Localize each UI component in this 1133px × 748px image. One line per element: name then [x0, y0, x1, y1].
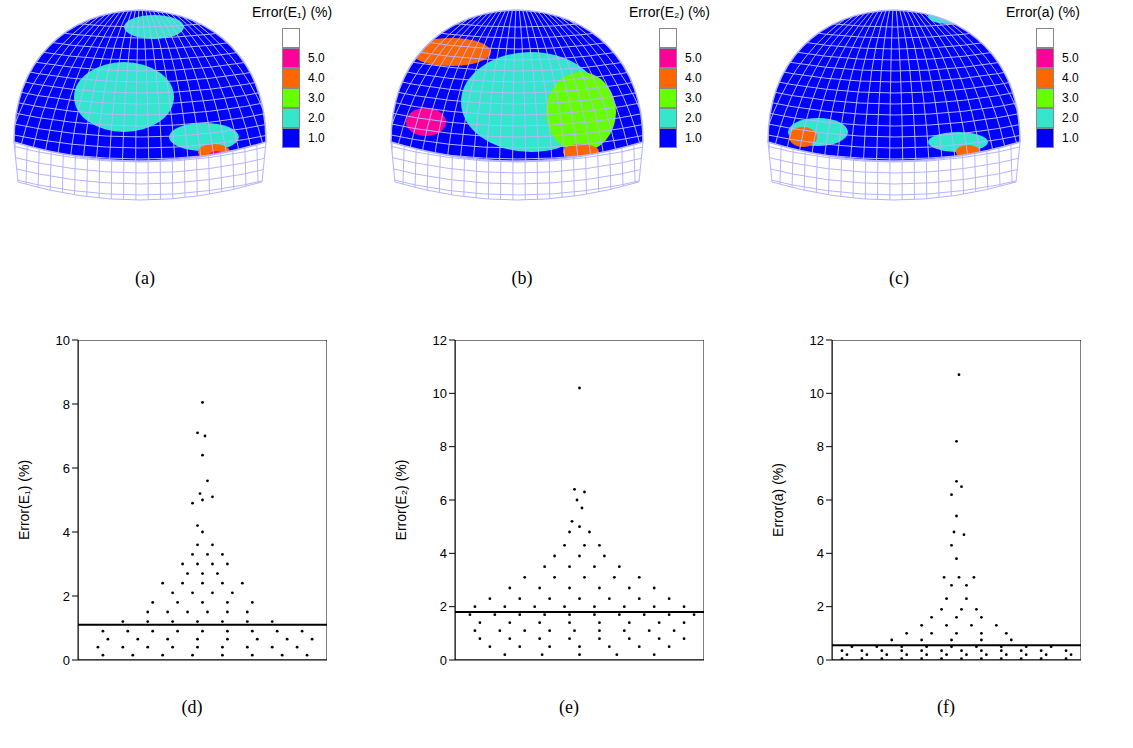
svg-text:10: 10 [56, 333, 70, 348]
svg-text:2: 2 [63, 589, 70, 604]
html-text:Error(E₂) (%): Error(E₂) (%) [629, 4, 710, 20]
html-text:3.0: 3.0 [308, 91, 325, 105]
html-text:5.0: 5.0 [308, 51, 325, 65]
svg-text:12: 12 [433, 333, 447, 348]
html-text:3.0: 3.0 [1062, 91, 1079, 105]
svg-text:8: 8 [440, 439, 447, 454]
html-text:(f): (f) [937, 697, 955, 717]
svg-text:6: 6 [63, 461, 70, 476]
html-text:4.0: 4.0 [308, 71, 325, 85]
svg-text:4: 4 [440, 546, 447, 561]
svg-text:10: 10 [810, 386, 824, 401]
html-text:Error(E₁) (%): Error(E₁) (%) [252, 4, 333, 20]
svg-text:0: 0 [63, 653, 70, 668]
svg-text:Error(a) (%): Error(a) (%) [770, 463, 786, 537]
html-text:(e): (e) [559, 697, 579, 717]
html-text:4.0: 4.0 [685, 71, 702, 85]
svg-text:4: 4 [817, 546, 824, 561]
html-text:4.0: 4.0 [1062, 71, 1079, 85]
html-text:1.0: 1.0 [308, 131, 325, 145]
html-text:(c): (c) [889, 268, 909, 288]
svg-text:Error(E₂) (%): Error(E₂) (%) [393, 460, 409, 541]
svg-text:4: 4 [63, 525, 70, 540]
html-text:3.0: 3.0 [685, 91, 702, 105]
svg-text:2: 2 [440, 599, 447, 614]
svg-text:Error(E₁) (%): Error(E₁) (%) [16, 460, 32, 540]
html-text:5.0: 5.0 [685, 51, 702, 65]
svg-text:8: 8 [817, 439, 824, 454]
svg-text:0: 0 [440, 653, 447, 668]
svg-text:0: 0 [817, 653, 824, 668]
svg-text:12: 12 [810, 333, 824, 348]
svg-text:6: 6 [817, 493, 824, 508]
svg-text:10: 10 [433, 386, 447, 401]
html-text:(d): (d) [181, 697, 203, 717]
html-text:(b): (b) [511, 268, 533, 288]
html-text:2.0: 2.0 [685, 111, 702, 125]
html-text:(a): (a) [135, 268, 155, 288]
html-text:2.0: 2.0 [1062, 111, 1079, 125]
html-text:1.0: 1.0 [685, 131, 702, 145]
html-text:1.0: 1.0 [1062, 131, 1079, 145]
html-text:5.0: 5.0 [1062, 51, 1079, 65]
html-text:2.0: 2.0 [308, 111, 325, 125]
svg-text:2: 2 [817, 599, 824, 614]
svg-text:8: 8 [63, 397, 70, 412]
svg-text:6: 6 [440, 493, 447, 508]
html-text:Error(a) (%): Error(a) (%) [1006, 4, 1080, 20]
